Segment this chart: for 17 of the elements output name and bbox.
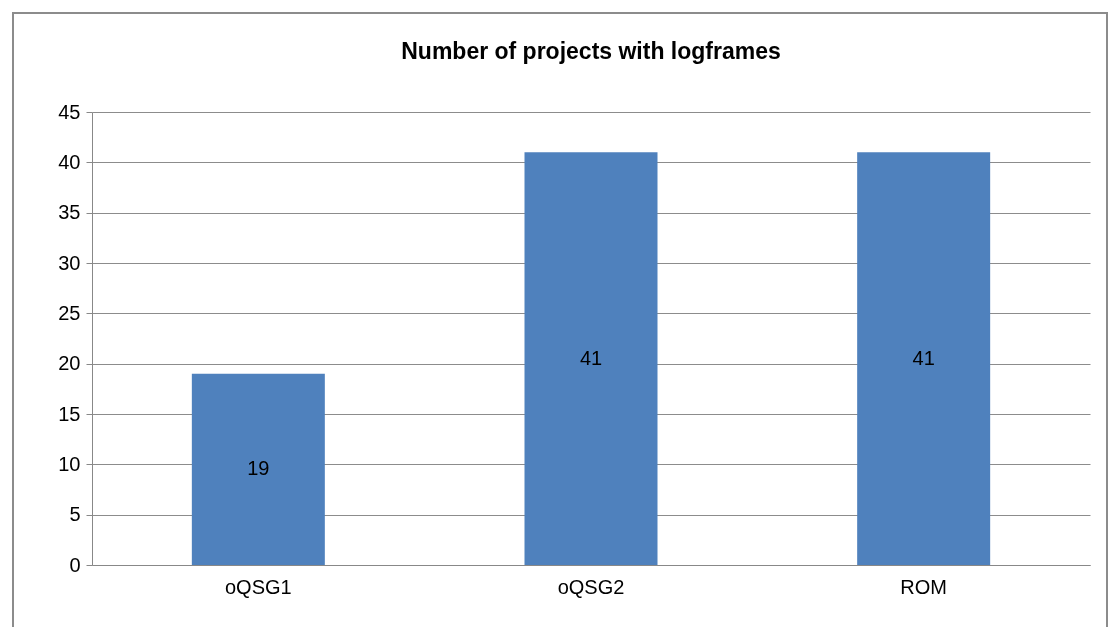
x-tick-label: oQSG1 — [224, 575, 292, 598]
y-tick-label: 10 — [58, 452, 81, 475]
x-tick-label: ROM — [900, 575, 947, 598]
y-tick-label: 5 — [69, 503, 81, 526]
y-tick-label: 30 — [58, 251, 81, 274]
data-label: 41 — [579, 346, 603, 369]
x-tick-label: oQSG2 — [557, 575, 625, 598]
y-tick-label: 40 — [58, 150, 81, 173]
y-tick-label: 0 — [69, 553, 81, 576]
y-tick-label: 15 — [58, 402, 81, 425]
data-label: 41 — [912, 346, 935, 369]
y-tick-label: 35 — [58, 201, 81, 224]
data-label: 19 — [247, 457, 270, 480]
y-tick-label: 20 — [58, 352, 81, 375]
chart-title: Number of projects with logframes — [401, 38, 781, 64]
y-tick-label: 45 — [58, 100, 81, 123]
y-tick-label: 25 — [58, 301, 81, 324]
